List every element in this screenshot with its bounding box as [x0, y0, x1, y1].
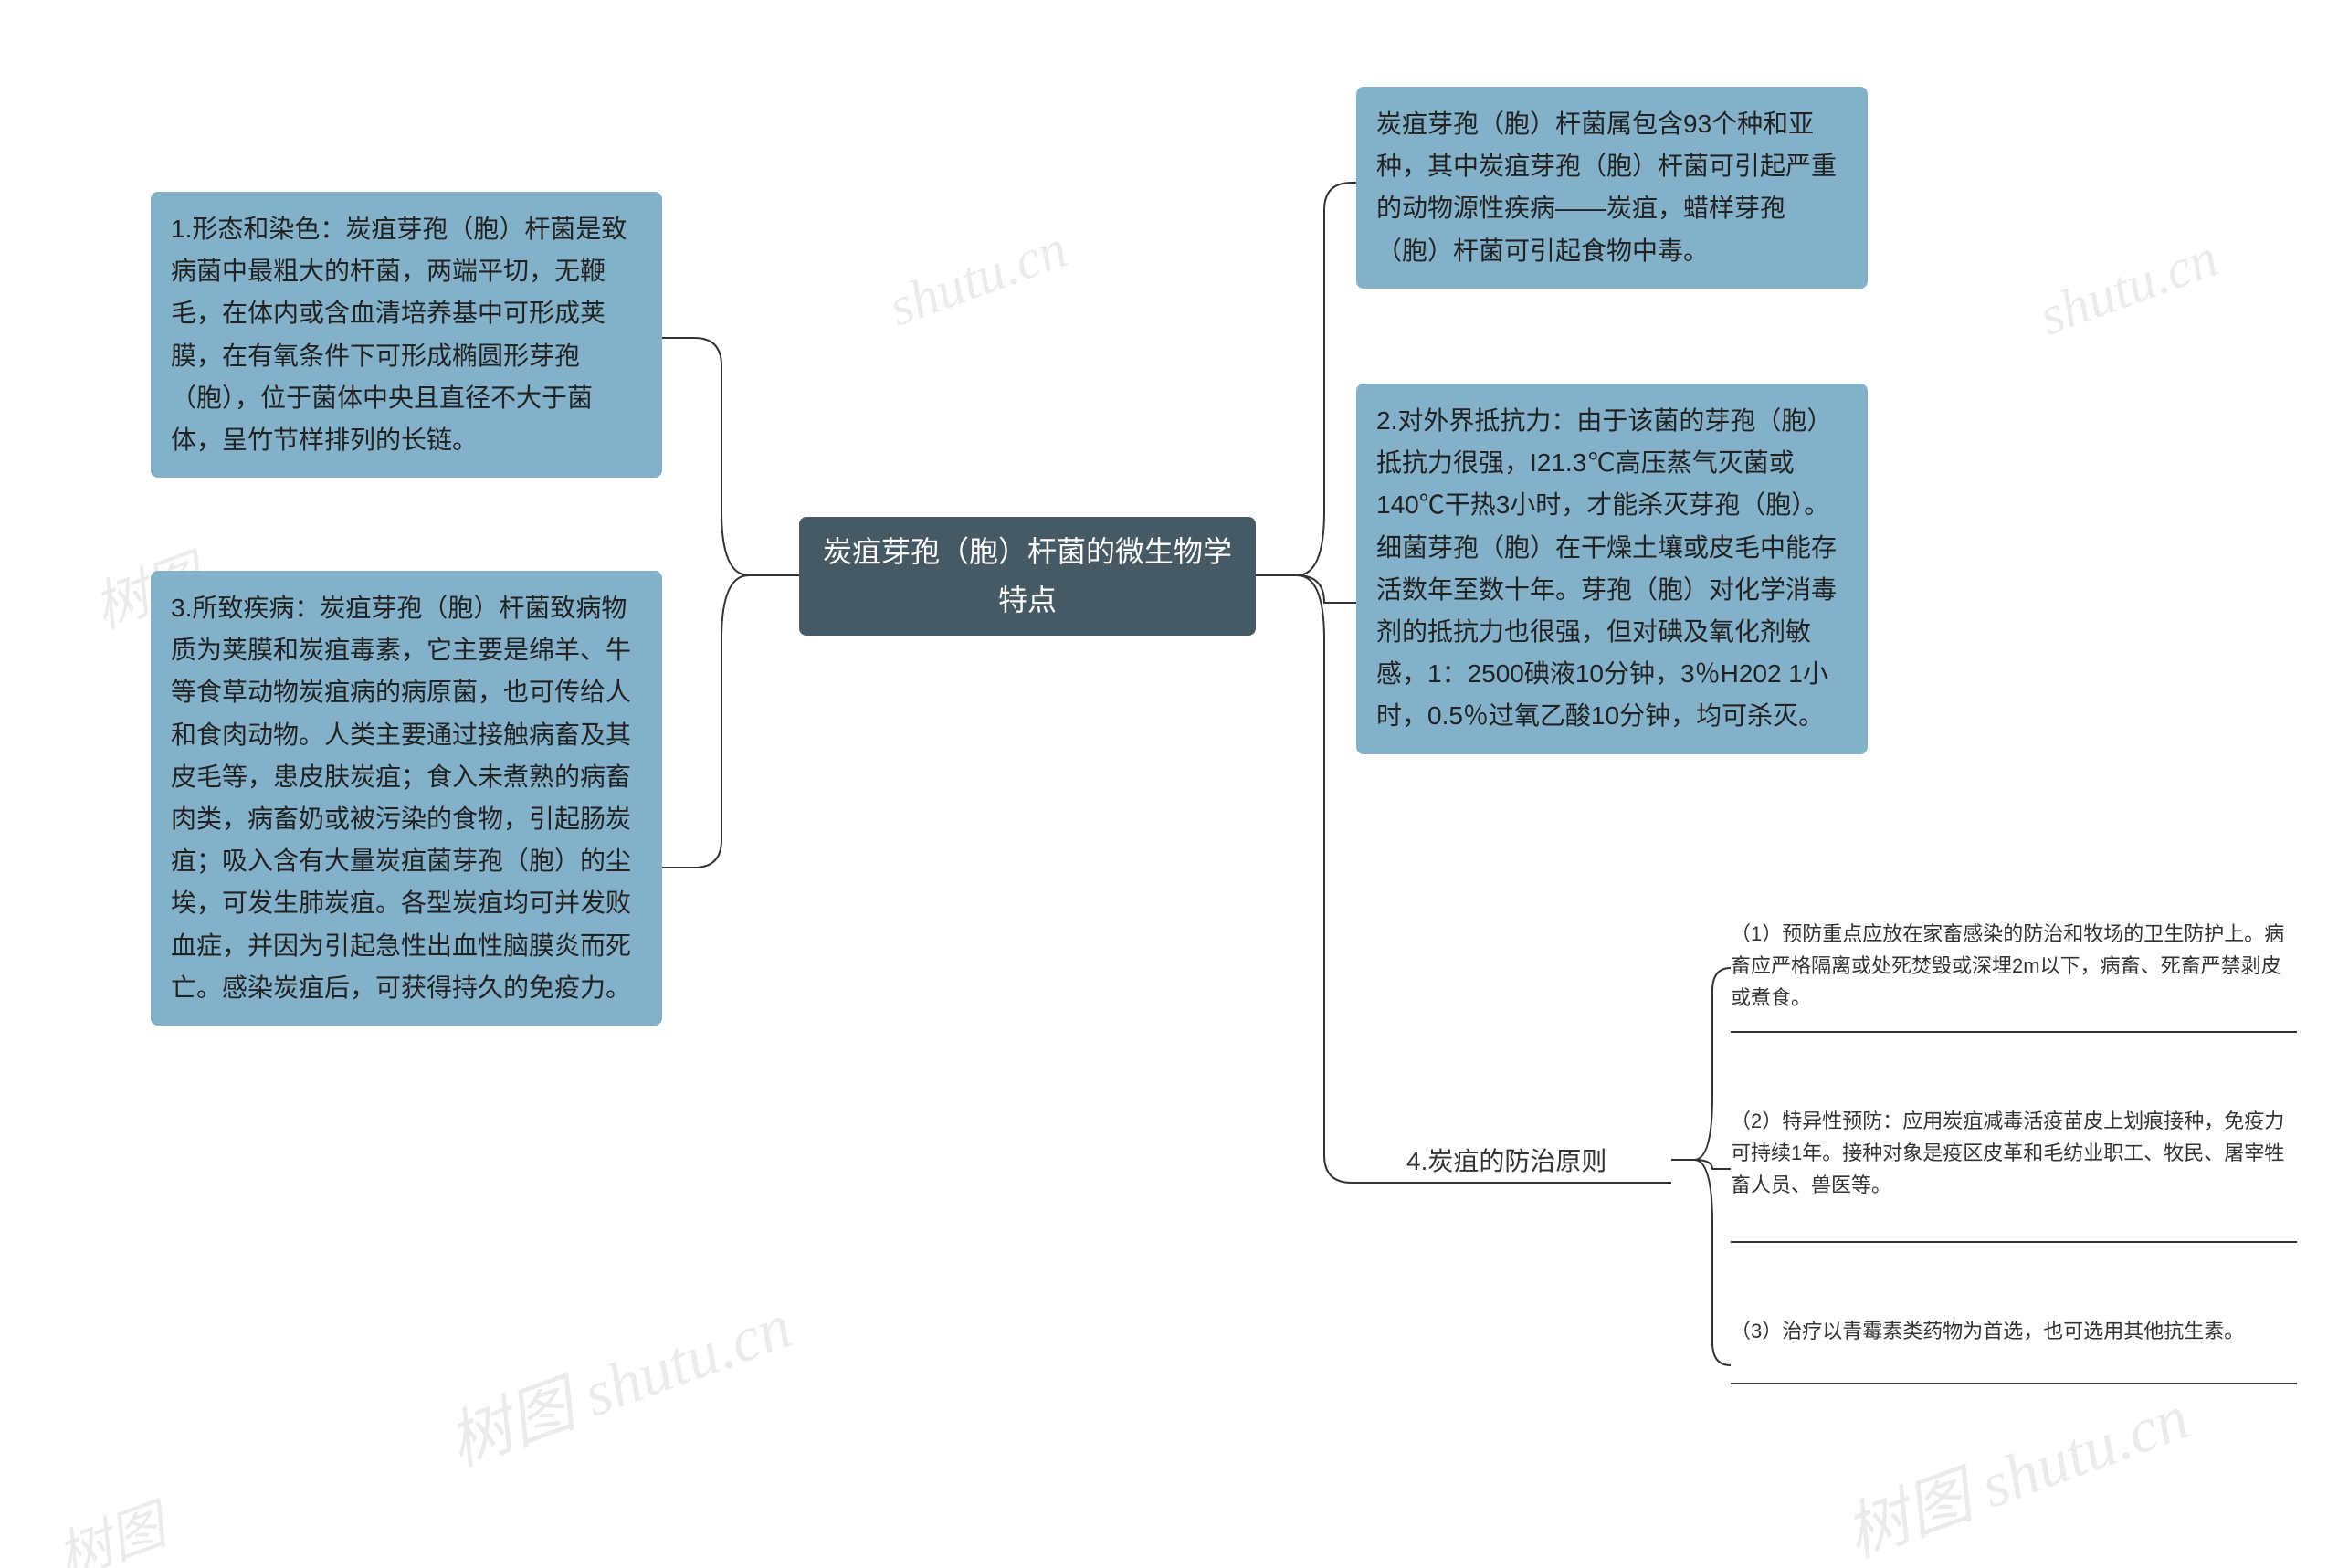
watermark: shutu.cn	[2031, 226, 2226, 349]
center-node-text: 炭疽芽孢（胞）杆菌的微生物学特点	[819, 528, 1236, 625]
right-node-prevention-title: 4.炭疽的防治原则	[1406, 1142, 1667, 1183]
prevention-sub-1: （1）预防重点应放在家畜感染的防治和牧场的卫生防护上。病畜应严格隔离或处死焚毁或…	[1731, 918, 2297, 1015]
right-node-resistance: 2.对外界抵抗力：由于该菌的芽孢（胞）抵抗力很强，I21.3℃高压蒸气灭菌或14…	[1356, 384, 1868, 754]
right-node-species: 炭疽芽孢（胞）杆菌属包含93个种和亚种，其中炭疽芽孢（胞）杆菌可引起严重的动物源…	[1356, 87, 1868, 289]
watermark: 树图 shutu.cn	[434, 1275, 803, 1484]
watermark: 树图	[45, 1481, 175, 1568]
center-node: 炭疽芽孢（胞）杆菌的微生物学特点	[799, 517, 1256, 636]
left-node-morphology: 1.形态和染色：炭疽芽孢（胞）杆菌是致病菌中最粗大的杆菌，两端平切，无鞭毛，在体…	[151, 192, 662, 478]
prevention-sub-2: （2）特异性预防：应用炭疽减毒活疫苗皮上划痕接种，免疫力可持续1年。接种对象是疫…	[1731, 1105, 2297, 1202]
prevention-sub-3: （3）治疗以青霉素类药物为首选，也可选用其他抗生素。	[1731, 1315, 2297, 1347]
left-node-disease: 3.所致疾病：炭疽芽孢（胞）杆菌致病物质为荚膜和炭疽毒素，它主要是绵羊、牛等食草…	[151, 571, 662, 1026]
watermark: 树图 shutu.cn	[1831, 1366, 2200, 1568]
watermark: shutu.cn	[880, 217, 1075, 340]
